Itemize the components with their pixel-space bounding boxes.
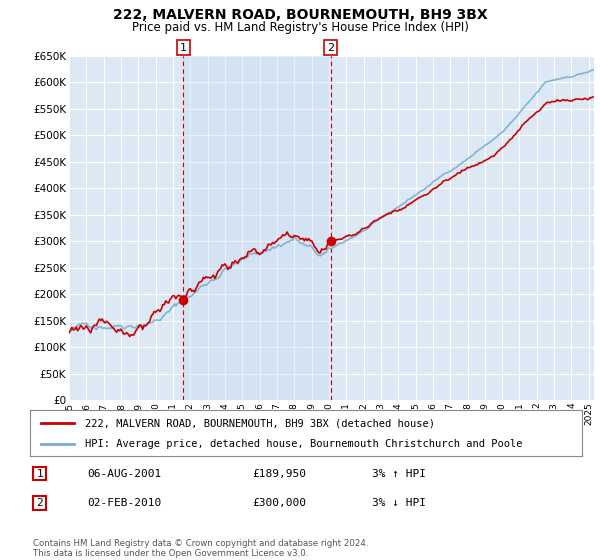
Text: 3% ↑ HPI: 3% ↑ HPI: [372, 469, 426, 479]
Text: 2: 2: [36, 498, 43, 508]
Text: 06-AUG-2001: 06-AUG-2001: [87, 469, 161, 479]
Text: 1: 1: [36, 469, 43, 479]
Text: 222, MALVERN ROAD, BOURNEMOUTH, BH9 3BX: 222, MALVERN ROAD, BOURNEMOUTH, BH9 3BX: [113, 8, 487, 22]
Text: Price paid vs. HM Land Registry's House Price Index (HPI): Price paid vs. HM Land Registry's House …: [131, 21, 469, 34]
Text: 1: 1: [180, 43, 187, 53]
Text: HPI: Average price, detached house, Bournemouth Christchurch and Poole: HPI: Average price, detached house, Bour…: [85, 438, 523, 449]
Text: 02-FEB-2010: 02-FEB-2010: [87, 498, 161, 508]
Text: Contains HM Land Registry data © Crown copyright and database right 2024.
This d: Contains HM Land Registry data © Crown c…: [33, 539, 368, 558]
Text: 3% ↓ HPI: 3% ↓ HPI: [372, 498, 426, 508]
Text: £300,000: £300,000: [252, 498, 306, 508]
Text: 222, MALVERN ROAD, BOURNEMOUTH, BH9 3BX (detached house): 222, MALVERN ROAD, BOURNEMOUTH, BH9 3BX …: [85, 418, 435, 428]
Bar: [184, 56, 331, 400]
Text: £189,950: £189,950: [252, 469, 306, 479]
Text: 2: 2: [327, 43, 334, 53]
